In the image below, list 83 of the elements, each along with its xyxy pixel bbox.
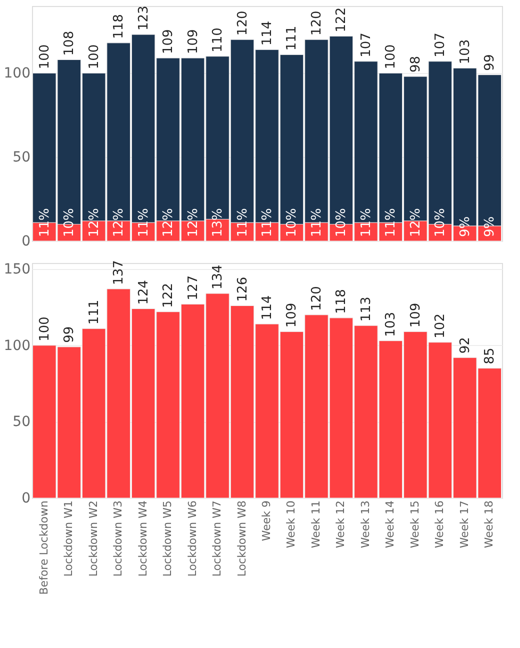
x-tick-label: Week 11 bbox=[309, 500, 322, 548]
total-label: 100 bbox=[86, 44, 102, 70]
data-label: 102 bbox=[433, 314, 448, 338]
total-label: 108 bbox=[62, 30, 78, 56]
y-tick-label: 0 bbox=[22, 234, 30, 250]
total-label: 123 bbox=[136, 6, 152, 31]
data-label: 118 bbox=[334, 289, 350, 314]
data-label: 114 bbox=[260, 295, 275, 320]
x-tick-label: Week 16 bbox=[433, 500, 446, 548]
total-label: 109 bbox=[186, 29, 201, 54]
total-label: 109 bbox=[161, 29, 176, 54]
data-label: 11% bbox=[384, 208, 399, 237]
data-label: 11% bbox=[309, 208, 324, 237]
x-tick-label: Lockdown W8 bbox=[235, 500, 248, 577]
y-tick-label: 100 bbox=[4, 338, 30, 354]
data-label: 11% bbox=[260, 208, 275, 237]
x-tick-label: Week 12 bbox=[334, 500, 348, 548]
x-tick-label: Lockdown W3 bbox=[112, 500, 125, 577]
total-label: 114 bbox=[260, 20, 275, 46]
total-label: 99 bbox=[482, 54, 498, 71]
data-label: 10% bbox=[334, 208, 350, 237]
y-tick-label: 150 bbox=[4, 262, 30, 278]
data-label: 109 bbox=[408, 302, 424, 328]
x-tick-label: Week 17 bbox=[458, 500, 471, 548]
data-label: 120 bbox=[309, 286, 324, 311]
x-tick-label: Week 15 bbox=[408, 500, 422, 548]
data-label: 109 bbox=[284, 302, 300, 328]
x-tick-label: Lockdown W6 bbox=[186, 500, 199, 577]
total-label: 100 bbox=[37, 44, 52, 70]
total-label: 107 bbox=[433, 32, 448, 58]
data-label: 12% bbox=[161, 208, 176, 237]
data-label: 92 bbox=[458, 337, 473, 354]
total-label: 111 bbox=[284, 26, 300, 51]
x-tick-label: Week 18 bbox=[482, 500, 496, 548]
total-label: 120 bbox=[235, 10, 250, 36]
y-tick-label: 50 bbox=[12, 414, 30, 430]
data-label: 11% bbox=[358, 208, 374, 237]
y-tick-label: 50 bbox=[12, 150, 30, 166]
x-tick-label: Lockdown W2 bbox=[86, 500, 100, 577]
y-tick-label: 0 bbox=[22, 490, 30, 506]
data-label: 10% bbox=[62, 208, 78, 237]
x-tick-label: Lockdown W4 bbox=[136, 500, 150, 577]
data-label: 10% bbox=[433, 208, 448, 237]
x-tick-label: Lockdown W1 bbox=[62, 500, 76, 577]
x-tick-label: Week 9 bbox=[260, 500, 273, 542]
total-label: 103 bbox=[458, 39, 473, 64]
total-label: 100 bbox=[384, 44, 399, 70]
data-label: 11% bbox=[136, 208, 152, 237]
data-label: 10% bbox=[284, 208, 300, 237]
data-label: 99 bbox=[62, 326, 78, 343]
data-label: 111 bbox=[86, 300, 102, 325]
data-label: 103 bbox=[384, 312, 399, 337]
x-tick-label: Lockdown W5 bbox=[161, 500, 174, 577]
data-label: 9% bbox=[458, 216, 473, 237]
x-tick-label: Week 14 bbox=[384, 500, 397, 548]
data-label: 9% bbox=[482, 216, 498, 237]
data-label: 113 bbox=[358, 296, 374, 322]
total-label: 110 bbox=[210, 28, 226, 52]
data-label: 100 bbox=[37, 316, 52, 342]
x-tick-label: Lockdown W7 bbox=[210, 500, 224, 577]
total-label: 122 bbox=[334, 7, 350, 32]
data-label: 12% bbox=[186, 208, 201, 237]
total-label: 118 bbox=[112, 14, 127, 39]
x-tick-label: Before Lockdown bbox=[37, 500, 50, 595]
total-label: 120 bbox=[309, 10, 324, 36]
data-label: 137 bbox=[112, 260, 127, 285]
y-tick-label: 100 bbox=[4, 66, 30, 82]
data-label: 126 bbox=[235, 276, 250, 302]
data-label: 12% bbox=[86, 208, 102, 237]
data-label: 127 bbox=[186, 275, 201, 300]
data-label: 134 bbox=[210, 264, 226, 290]
total-label: 107 bbox=[358, 32, 374, 58]
data-label: 85 bbox=[482, 348, 498, 364]
x-tick-label: Week 10 bbox=[284, 500, 298, 548]
data-label: 13% bbox=[210, 208, 226, 237]
data-label: 11% bbox=[37, 208, 52, 237]
x-tick-label: Week 13 bbox=[358, 500, 372, 548]
data-label: 12% bbox=[408, 208, 424, 237]
data-label: 122 bbox=[161, 283, 176, 308]
data-label: 124 bbox=[136, 280, 152, 305]
data-label: 12% bbox=[112, 208, 127, 237]
data-label: 11% bbox=[235, 208, 250, 237]
total-label: 98 bbox=[408, 56, 424, 72]
